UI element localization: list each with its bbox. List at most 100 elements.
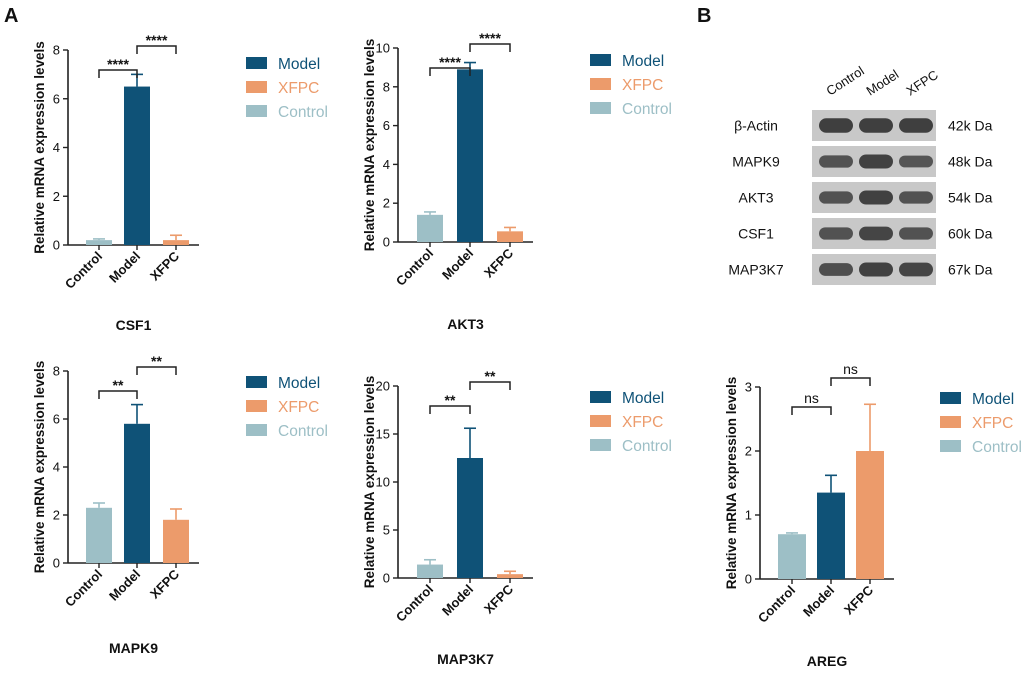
y-tick-label: 4 xyxy=(53,460,60,475)
legend-label-control: Control xyxy=(278,104,328,121)
legend-swatch-xfpc xyxy=(246,400,267,412)
legend-label-xfpc: XFPC xyxy=(622,77,663,94)
blot-band xyxy=(899,262,933,277)
lane-label-xfpc: XFPC xyxy=(903,67,940,98)
y-tick-label: 0 xyxy=(383,571,390,586)
significance-bracket xyxy=(791,406,832,415)
y-tick-label: 2 xyxy=(383,196,390,211)
chart-title: AREG xyxy=(807,653,848,669)
significance-label: **** xyxy=(107,56,129,72)
blot-row-mapk9: MAPK9 48k Da xyxy=(732,146,993,177)
significance-label: ** xyxy=(113,377,124,393)
bar-model xyxy=(457,458,483,578)
legend-swatch-xfpc xyxy=(940,416,961,428)
y-tick-label: 2 xyxy=(53,189,60,204)
blot-row--actin: β-Actin 42k Da xyxy=(734,110,993,141)
legend-swatch-control xyxy=(590,439,611,451)
blot-band xyxy=(859,190,893,205)
significance-label: ** xyxy=(485,368,496,384)
significance-label: **** xyxy=(439,54,461,70)
molecular-weight-label: 67k Da xyxy=(948,262,993,278)
bar-control xyxy=(417,214,443,242)
y-axis-label: Relative mRNA expression levels xyxy=(32,41,47,254)
significance-label: **** xyxy=(479,30,501,46)
blot-band xyxy=(899,118,933,133)
y-tick-label: 1 xyxy=(745,508,752,523)
bar-xfpc xyxy=(497,231,523,242)
blot-band xyxy=(899,227,933,240)
y-tick-label: 5 xyxy=(383,523,390,538)
bar-model xyxy=(817,492,845,579)
protein-label: MAP3K7 xyxy=(728,262,783,278)
blot-band xyxy=(859,226,893,241)
y-tick-label: 2 xyxy=(745,444,752,459)
x-tick-label-xfpc: XFPC xyxy=(481,581,517,617)
blot-band xyxy=(859,262,893,277)
legend-label-control: Control xyxy=(972,439,1022,456)
x-tick-label-control: Control xyxy=(755,583,798,626)
legend-label-model: Model xyxy=(278,56,320,73)
y-axis-label: Relative mRNA expression levels xyxy=(362,376,377,589)
significance-label: ** xyxy=(445,392,456,408)
significance-label: ns xyxy=(843,361,858,377)
significance-bracket xyxy=(429,67,471,76)
blot-band xyxy=(859,118,893,133)
legend: Model XFPC Control xyxy=(590,390,672,455)
significance-bracket xyxy=(98,390,138,399)
legend-label-control: Control xyxy=(622,438,672,455)
y-axis-label: Relative mRNA expression levels xyxy=(32,361,47,574)
x-tick-label-control: Control xyxy=(393,582,436,625)
significance-bracket xyxy=(830,377,871,386)
bar-xfpc xyxy=(856,451,884,579)
y-axis-label: Relative mRNA expression levels xyxy=(362,39,377,252)
legend-swatch-control xyxy=(246,105,267,117)
legend-label-model: Model xyxy=(278,375,320,392)
legend-label-xfpc: XFPC xyxy=(278,399,319,416)
y-tick-label: 10 xyxy=(376,41,390,56)
legend: Model XFPC Control xyxy=(246,56,328,121)
molecular-weight-label: 54k Da xyxy=(948,190,993,206)
blot-row-csf1: CSF1 60k Da xyxy=(738,218,993,249)
x-tick-label-control: Control xyxy=(62,249,105,292)
protein-label: β-Actin xyxy=(734,118,778,134)
y-tick-label: 6 xyxy=(53,91,60,106)
significance-label: ** xyxy=(151,353,162,369)
y-tick-label: 0 xyxy=(53,556,60,571)
legend-label-model: Model xyxy=(622,53,664,70)
bar-xfpc xyxy=(497,574,523,578)
y-tick-label: 8 xyxy=(383,79,390,94)
y-tick-label: 0 xyxy=(53,238,60,253)
bar-model xyxy=(124,86,150,245)
bar-xfpc xyxy=(163,240,189,245)
chart-areg: 0 1 2 3 Relative mRNA expression levels Contr… xyxy=(724,361,1022,669)
legend-swatch-model xyxy=(246,376,267,388)
panel-label-b: B xyxy=(697,5,711,27)
blot-band xyxy=(899,191,933,204)
legend-label-control: Control xyxy=(622,101,672,118)
x-tick-label-xfpc: XFPC xyxy=(481,245,517,281)
blot-band xyxy=(899,155,933,168)
y-tick-label: 8 xyxy=(53,43,60,58)
blot-row-map3k7: MAP3K7 67k Da xyxy=(728,254,993,285)
y-axis-label: Relative mRNA expression levels xyxy=(724,377,739,590)
chart-title: MAPK9 xyxy=(109,640,158,656)
bar-control xyxy=(86,240,112,245)
legend-label-model: Model xyxy=(972,391,1014,408)
chart-title: MAP3K7 xyxy=(437,651,494,667)
legend: Model XFPC Control xyxy=(246,375,328,440)
x-tick-label-xfpc: XFPC xyxy=(841,582,877,618)
legend-swatch-model xyxy=(590,391,611,403)
y-tick-label: 3 xyxy=(745,380,752,395)
significance-label: **** xyxy=(146,32,168,48)
y-tick-label: 10 xyxy=(376,475,390,490)
y-tick-label: 2 xyxy=(53,508,60,523)
legend: Model XFPC Control xyxy=(590,53,672,118)
legend-swatch-model xyxy=(940,392,961,404)
y-tick-label: 0 xyxy=(745,572,752,587)
legend-swatch-xfpc xyxy=(590,415,611,427)
significance-bracket xyxy=(136,366,177,375)
blot-band xyxy=(819,191,853,204)
